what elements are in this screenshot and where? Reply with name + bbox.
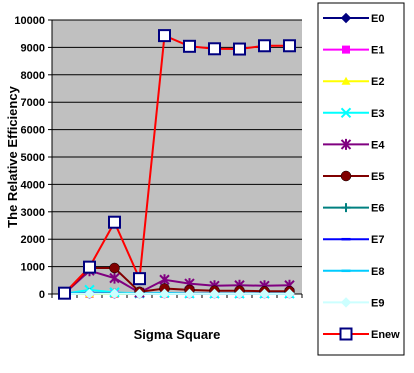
data-point <box>209 288 220 300</box>
legend: E0 E1 E2 E3 E4 E5 E6 E7 E8 E9 Enew <box>317 2 405 356</box>
legend-label: E9 <box>371 297 384 309</box>
series-line <box>63 269 290 295</box>
data-point <box>234 288 245 300</box>
y-tick-label: 4000 <box>21 179 45 191</box>
data-point <box>184 288 195 300</box>
data-point <box>58 286 71 300</box>
legend-label: E4 <box>371 139 385 151</box>
data-point <box>134 288 145 300</box>
legend-item: E9 <box>323 297 384 309</box>
data-point <box>133 272 146 286</box>
y-axis-title: The Relative Efficiency <box>5 85 20 227</box>
y-tick-label: 8000 <box>21 70 45 82</box>
y-tick-label: 5000 <box>21 152 45 164</box>
data-point <box>258 39 271 53</box>
y-tick-label: 7000 <box>21 97 45 109</box>
legend-item: E5 <box>323 170 384 183</box>
legend-label: Enew <box>371 329 400 341</box>
legend-label: E7 <box>371 234 384 246</box>
series-line <box>63 34 290 294</box>
data-point <box>283 39 296 53</box>
y-tick-label: 2000 <box>21 234 45 246</box>
y-tick-label: 6000 <box>21 125 45 137</box>
legend-item: Enew <box>323 327 400 341</box>
legend-label: E0 <box>371 13 384 25</box>
data-point <box>233 42 246 56</box>
legend-item: E3 <box>323 107 384 120</box>
legend-label: E8 <box>371 266 384 278</box>
y-tick-label: 3000 <box>21 207 45 219</box>
legend-label: E3 <box>371 108 384 120</box>
data-point <box>183 39 196 53</box>
y-tick-label: 1000 <box>21 262 45 274</box>
data-point <box>108 215 121 229</box>
series-line <box>63 266 290 295</box>
data-point <box>83 260 96 274</box>
legend-box <box>317 2 405 356</box>
x-axis-title: Sigma Square <box>134 327 221 342</box>
data-point <box>259 288 270 300</box>
data-point <box>109 272 120 284</box>
gridlines <box>52 19 302 268</box>
legend-item: E1 <box>323 45 384 57</box>
legend-marker <box>340 170 352 182</box>
data-point <box>158 29 171 43</box>
data-point <box>159 288 170 300</box>
legend-marker <box>340 138 352 150</box>
legend-item: E7 <box>323 234 384 246</box>
data-point <box>84 288 95 299</box>
legend-marker <box>339 327 353 341</box>
legend-item: E4 <box>323 138 385 151</box>
y-tick-label: 0 <box>39 289 45 301</box>
legend-marker <box>341 203 351 213</box>
series-group <box>58 29 296 300</box>
y-tick-label: 10000 <box>14 15 45 27</box>
legend-label: E1 <box>371 45 384 57</box>
legend-label: E2 <box>371 76 384 88</box>
y-tick-label: 9000 <box>21 42 45 54</box>
legend-label: E6 <box>371 203 384 215</box>
data-point <box>109 288 120 299</box>
legend-item: E2 <box>323 76 384 88</box>
legend-marker <box>340 107 352 119</box>
y-tick-labels: 0 1000 2000 3000 4000 5000 6000 7000 8000 9000 100… <box>14 15 45 301</box>
legend-marker <box>340 297 352 308</box>
legend-item: E6 <box>323 203 384 215</box>
data-point <box>109 262 120 274</box>
data-point <box>208 42 221 56</box>
legend-item: E0 <box>323 12 384 25</box>
legend-item: E8 <box>323 266 384 278</box>
legend-label: E5 <box>371 171 384 183</box>
legend-marker <box>342 45 350 54</box>
data-point <box>284 288 295 300</box>
legend-marker <box>341 76 351 85</box>
legend-marker <box>340 12 352 24</box>
series-enew <box>58 29 296 300</box>
